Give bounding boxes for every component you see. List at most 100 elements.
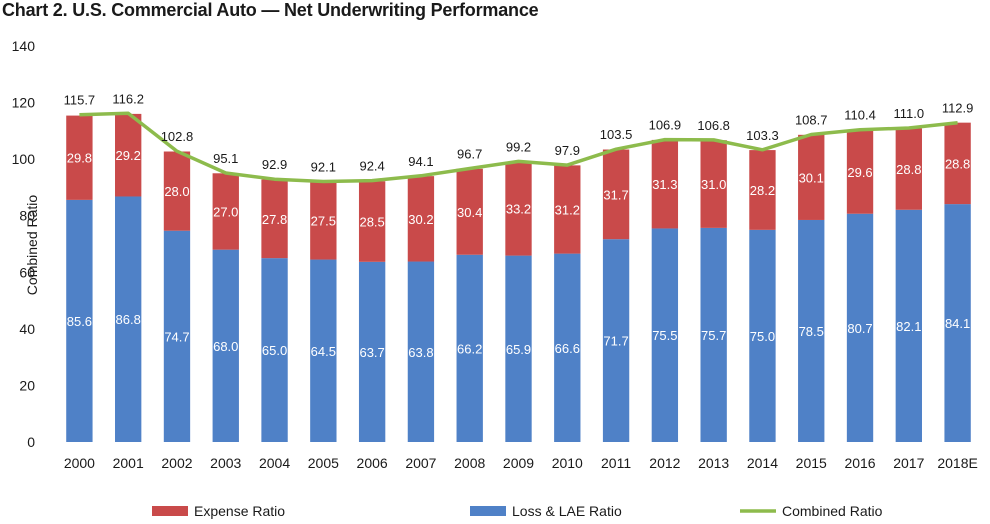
x-tick-label-2003: 2003 [210, 455, 241, 471]
loss-lae-label-2006: 63.7 [359, 345, 384, 360]
loss-lae-bar-2000 [66, 199, 93, 442]
loss-lae-bar-2011 [602, 239, 630, 442]
y-tick-label-5: 100 [12, 151, 36, 167]
x-tick-label-2018E: 2018E [937, 455, 977, 471]
combined-ratio-label-2014: 103.3 [746, 128, 779, 143]
combined-ratio-label-2008: 96.7 [457, 146, 482, 161]
loss-lae-label-2002: 74.7 [164, 329, 189, 344]
expense-label-2002: 28.0 [164, 184, 189, 199]
loss-lae-label-2004: 65.0 [262, 343, 287, 358]
expense-bar-2001 [115, 113, 142, 197]
loss-lae-bar-2012 [651, 228, 679, 442]
loss-lae-bar-2002 [163, 230, 191, 442]
loss-lae-label-2018E: 84.1 [945, 316, 970, 331]
combined-ratio-label-2007: 94.1 [408, 154, 433, 169]
loss-lae-label-2000: 85.6 [67, 314, 92, 329]
x-tick-label-2007: 2007 [405, 455, 436, 471]
chart-title: Chart 2. U.S. Commercial Auto — Net Unde… [2, 0, 539, 20]
combined-ratio-label-2002: 102.8 [161, 129, 194, 144]
loss-lae-bar-2013 [700, 227, 727, 442]
x-tick-label-2004: 2004 [259, 455, 290, 471]
expense-bar-2015 [798, 134, 825, 220]
combined-ratio-label-2001: 116.2 [112, 91, 144, 106]
loss-lae-bar-2018E [944, 204, 971, 442]
expense-label-2016: 29.6 [847, 165, 872, 180]
expense-label-2013: 31.0 [701, 177, 726, 192]
combined-ratio-label-2010: 97.9 [555, 143, 580, 158]
y-axis-label: Combined Ratio [24, 195, 40, 296]
loss-lae-bar-2005 [310, 259, 337, 442]
expense-bar-2017 [895, 128, 922, 210]
combined-ratio-label-2015: 108.7 [795, 113, 828, 128]
loss-lae-bar-2009 [505, 255, 532, 442]
x-tick-label-2002: 2002 [161, 455, 192, 471]
expense-label-2007: 30.2 [408, 212, 433, 227]
loss-lae-label-2010: 66.6 [555, 341, 580, 356]
loss-lae-bar-2017 [895, 209, 922, 442]
x-tick-label-2014: 2014 [747, 455, 778, 471]
legend-label-2: Combined Ratio [782, 503, 883, 519]
expense-label-2015: 30.1 [799, 170, 824, 185]
x-tick-label-2010: 2010 [552, 455, 583, 471]
expense-bar-2011 [602, 149, 630, 240]
x-tick-label-2009: 2009 [503, 455, 534, 471]
expense-label-2014: 28.2 [750, 183, 775, 198]
expense-label-2012: 31.3 [652, 177, 677, 192]
loss-lae-label-2005: 64.5 [311, 344, 336, 359]
expense-bar-2016 [846, 130, 874, 214]
loss-lae-bar-2008 [456, 254, 483, 442]
combined-ratio-label-2006: 92.4 [359, 159, 384, 174]
y-tick-label-3: 60 [19, 264, 35, 280]
legend-label-1: Loss & LAE Ratio [512, 503, 622, 519]
x-tick-label-2001: 2001 [113, 455, 144, 471]
loss-lae-bar-2014 [749, 229, 776, 442]
loss-lae-label-2013: 75.7 [701, 328, 726, 343]
combined-ratio-label-2009: 99.2 [506, 139, 531, 154]
x-tick-label-2012: 2012 [649, 455, 680, 471]
expense-label-2003: 27.0 [213, 204, 238, 219]
expense-label-2008: 30.4 [457, 205, 482, 220]
expense-bar-2010 [554, 165, 581, 254]
expense-bar-2013 [700, 140, 727, 228]
loss-lae-label-2008: 66.2 [457, 341, 482, 356]
expense-label-2009: 33.2 [506, 202, 531, 217]
expense-label-2017: 28.8 [896, 162, 921, 177]
expense-bar-2003 [212, 173, 239, 250]
loss-lae-bar-2003 [212, 249, 239, 442]
loss-lae-label-2017: 82.1 [896, 319, 921, 334]
expense-bar-2000 [66, 115, 93, 200]
combined-ratio-line [79, 111, 958, 184]
x-tick-label-2000: 2000 [64, 455, 95, 471]
loss-lae-label-2009: 65.9 [506, 342, 531, 357]
loss-lae-label-2012: 75.5 [652, 328, 677, 343]
expense-bar-2009 [505, 161, 532, 256]
loss-lae-label-2014: 75.0 [750, 329, 775, 344]
expense-label-2004: 27.8 [262, 212, 287, 227]
legend-swatch-0 [152, 506, 188, 516]
expense-label-2010: 31.2 [555, 202, 580, 217]
expense-label-2006: 28.5 [359, 215, 384, 230]
combined-ratio-label-2004: 92.9 [262, 157, 287, 172]
expense-bar-2004 [261, 179, 288, 259]
combined-ratio-label-2012: 106.9 [649, 118, 682, 133]
y-tick-label-6: 120 [12, 95, 36, 111]
x-tick-label-2013: 2013 [698, 455, 729, 471]
loss-lae-label-2016: 80.7 [847, 321, 872, 336]
combined-ratio-label-2013: 106.8 [697, 118, 730, 133]
expense-bar-2002 [163, 151, 191, 231]
expense-bar-2005 [310, 181, 337, 260]
combined-ratio-label-2000: 115.7 [64, 93, 96, 108]
combined-ratio-label-2018E: 112.9 [942, 101, 974, 116]
loss-lae-label-2003: 68.0 [213, 339, 238, 354]
loss-lae-bar-2006 [358, 261, 386, 442]
x-tick-label-2017: 2017 [893, 455, 924, 471]
expense-label-2005: 27.5 [311, 214, 336, 229]
x-tick-label-2016: 2016 [844, 455, 875, 471]
expense-bar-2012 [651, 139, 679, 229]
x-tick-label-2011: 2011 [601, 455, 631, 471]
y-tick-label-0: 0 [27, 434, 35, 450]
expense-bar-2008 [456, 168, 483, 255]
loss-lae-label-2007: 63.8 [408, 345, 433, 360]
loss-lae-bar-2015 [798, 219, 825, 442]
x-tick-label-2006: 2006 [357, 455, 388, 471]
